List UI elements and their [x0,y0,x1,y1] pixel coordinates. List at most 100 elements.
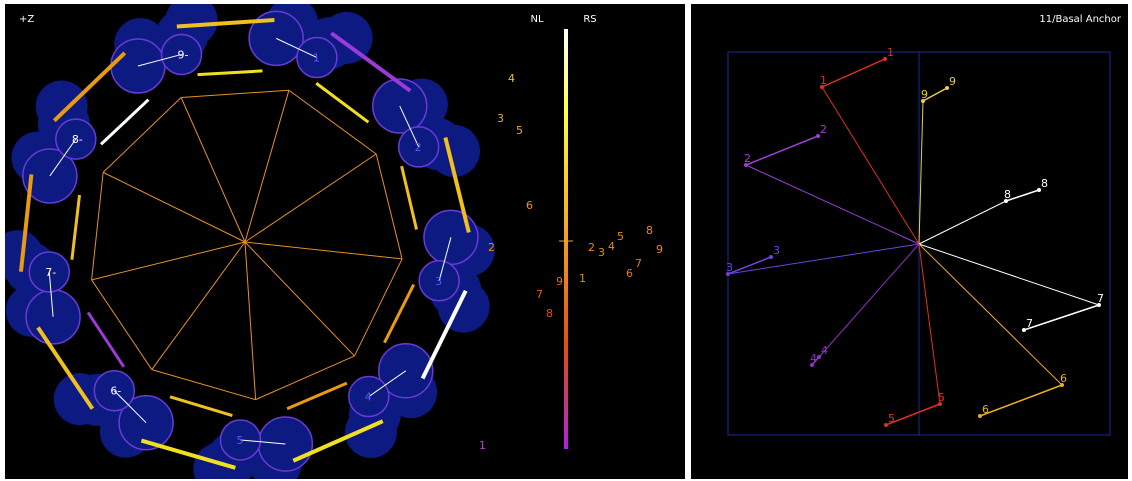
polygon-spoke [244,241,355,357]
sugar-axis [48,271,54,317]
nl-number: 9 [556,275,563,288]
polygon-spoke [91,241,246,281]
anchor-outer-label: 3 [773,244,780,257]
anchor-segment [727,256,772,275]
polygon-edge [375,153,403,260]
sugar-axis [49,138,77,177]
rs-number: 8 [646,224,653,237]
anchor-spoke [918,100,924,245]
anchor-inner-label: 5 [938,391,945,404]
anchor-point [978,414,982,418]
anchor-segment [885,403,941,426]
link-bar [330,31,412,93]
anchor-inner-label: 7 [1097,292,1104,305]
anchor-outer-label: 7 [1026,317,1033,330]
anchor-spoke [918,200,1007,245]
polygon-spoke [244,90,290,243]
anchor-spoke [727,243,920,275]
sugar-label: 6- [110,385,121,398]
sugar-label: 1 [313,52,320,65]
rs-number: 9 [656,243,663,256]
nl-number: 3 [497,112,504,125]
anchor-point [820,85,824,89]
link-bar [140,438,236,470]
anchor-outer-label: 5 [888,412,895,425]
rs-number: 2 [588,241,595,254]
anchor-outer-label: 2 [820,123,827,136]
link-bar [36,326,95,410]
sugar-ring-outer [110,38,166,94]
link-bar [197,69,263,77]
link-bar [292,419,384,463]
anchor-inner-label: 8 [1004,188,1011,201]
anchor-inner-label: 4 [810,352,817,365]
anchor-inner-label: 1 [820,74,827,87]
anchor-outer-label: 6 [982,403,989,416]
anchor-spoke [918,243,1063,386]
color-scale-bar [564,29,568,449]
anchor-inner-label: 6 [1060,372,1067,385]
anchor-spoke [918,243,941,405]
sugar-label: 8- [72,133,83,146]
rs-scale-label: RS [583,14,596,25]
rs-number: 3 [598,246,605,259]
anchor-segment [1023,304,1100,331]
anchor-segment [922,87,948,102]
anchor-point [1004,199,1008,203]
anchor-point [816,134,820,138]
sugar-axis [113,390,147,424]
sugar-label: 4 [365,391,372,404]
nl-number: 4 [508,72,515,85]
basal-anchor-diagram: 1 1 9 9 2 2 8 8 3 3 7 7 44 6 6 5 5 11/Basal Anchor [726,14,1122,436]
polygon-edge [255,355,355,401]
anchor-spoke [918,243,1100,306]
nl-number: 6 [526,199,533,212]
polygon-edge [354,258,403,357]
anchor-inner-label: 9 [921,88,928,101]
polygon-edge [151,369,256,401]
link-bar [383,283,416,344]
anchor-point [883,57,887,61]
rs-number: 7 [635,257,642,270]
anchor-point [744,163,748,167]
link-bar [400,165,419,230]
link-bar [70,194,82,260]
sugar-shadow [53,373,106,426]
anchor-point [1097,303,1101,307]
anchor-spoke [811,243,920,366]
link-bar [18,174,34,272]
sugar-axis [137,53,182,67]
anchor-spoke [745,164,920,245]
link-bar [52,51,127,123]
link-bar [420,289,468,380]
anchor-point [884,423,888,427]
nl-number: 7 [536,288,543,301]
polygon-edge [91,279,153,370]
view-axis-label: +Z [19,14,34,25]
panel-title: 11/Basal Anchor [1039,14,1122,25]
polygon-edge [181,89,289,98]
rs-number: 6 [626,267,633,280]
sugar-shadow [344,406,397,459]
polygon-edge [91,172,104,280]
polygon-spoke [180,97,246,243]
polygon-edge [102,97,182,173]
anchor-segment [1005,189,1040,202]
nl-number: 5 [516,124,523,137]
sugar-axis [275,37,318,58]
polygon-edge [288,89,377,155]
anchor-outer-label: 8 [1041,177,1048,190]
anchor-point [945,86,949,90]
polygon-spoke [102,171,246,243]
anchor-point [921,99,925,103]
link-bar [443,136,471,233]
sugar-shadow [428,124,481,177]
sugar-axis [399,105,420,148]
anchor-outer-label: 1 [887,46,894,59]
anchor-inner-label: 3 [726,261,733,274]
anchor-point [769,255,773,259]
sugar-axis [240,439,286,445]
anchor-point [1022,328,1026,332]
